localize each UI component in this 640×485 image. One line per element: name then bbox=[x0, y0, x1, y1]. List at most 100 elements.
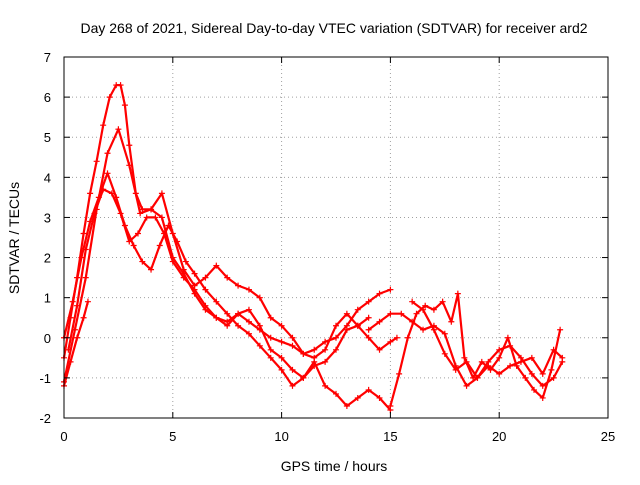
data-point bbox=[267, 346, 274, 353]
data-point bbox=[333, 334, 339, 341]
series-line bbox=[62, 84, 392, 412]
data-point bbox=[117, 82, 124, 89]
data-point bbox=[454, 290, 461, 297]
data-point bbox=[100, 122, 107, 129]
data-point bbox=[69, 298, 76, 305]
y-tick-label: 5 bbox=[44, 130, 51, 145]
data-point bbox=[441, 330, 448, 337]
series-line bbox=[389, 292, 562, 408]
x-tick-label: 20 bbox=[492, 429, 506, 444]
data-point bbox=[235, 322, 242, 329]
data-point bbox=[441, 350, 448, 357]
data-point bbox=[165, 222, 172, 229]
y-tick-label: 2 bbox=[44, 251, 51, 266]
data-point bbox=[156, 242, 163, 249]
data-point bbox=[224, 310, 231, 317]
data-point bbox=[311, 346, 318, 353]
data-point bbox=[387, 286, 394, 293]
y-tick-label: -2 bbox=[39, 411, 51, 426]
data-point bbox=[148, 206, 155, 213]
data-point bbox=[169, 258, 176, 265]
data-point bbox=[322, 338, 329, 345]
data-point bbox=[365, 334, 372, 341]
data-point bbox=[202, 302, 209, 309]
series-track-3 bbox=[65, 186, 394, 357]
data-point bbox=[245, 330, 252, 337]
data-point bbox=[311, 362, 318, 369]
data-point bbox=[531, 386, 538, 393]
data-point bbox=[289, 366, 296, 373]
data-point bbox=[132, 190, 139, 197]
data-point bbox=[67, 358, 74, 365]
data-point bbox=[267, 314, 274, 321]
data-point bbox=[202, 286, 209, 293]
data-point bbox=[376, 394, 383, 401]
data-point bbox=[387, 402, 394, 409]
data-point bbox=[496, 354, 503, 361]
series-track-7 bbox=[387, 290, 564, 409]
data-point bbox=[289, 382, 296, 389]
data-point bbox=[387, 310, 394, 317]
data-point bbox=[213, 262, 220, 269]
data-point bbox=[463, 358, 470, 365]
data-point bbox=[137, 210, 144, 217]
data-point bbox=[528, 370, 535, 377]
data-point bbox=[87, 190, 94, 197]
data-point bbox=[289, 342, 296, 349]
series-track-2 bbox=[61, 82, 394, 413]
data-point bbox=[174, 238, 181, 245]
data-point bbox=[420, 306, 427, 313]
chart-title: Day 268 of 2021, Sidereal Day-to-day VTE… bbox=[80, 20, 587, 36]
data-point bbox=[104, 170, 111, 177]
y-tick-label: 4 bbox=[44, 170, 51, 185]
data-point bbox=[182, 258, 189, 265]
series-track-4 bbox=[61, 170, 372, 389]
y-tick-label: -1 bbox=[39, 371, 51, 386]
data-point bbox=[256, 294, 263, 301]
data-point bbox=[550, 346, 557, 353]
data-point bbox=[548, 366, 555, 373]
data-point bbox=[278, 322, 285, 329]
data-point bbox=[448, 318, 455, 325]
data-point bbox=[559, 354, 566, 361]
data-point bbox=[396, 370, 403, 377]
data-point bbox=[376, 290, 383, 297]
data-point bbox=[235, 310, 242, 317]
plot-frame bbox=[63, 56, 609, 419]
data-point bbox=[256, 342, 263, 349]
x-tick-label: 5 bbox=[169, 429, 176, 444]
data-point bbox=[507, 362, 514, 369]
data-point bbox=[420, 326, 427, 333]
data-point bbox=[539, 394, 546, 401]
data-point bbox=[461, 354, 468, 361]
data-point bbox=[478, 358, 485, 365]
data-point bbox=[245, 286, 252, 293]
data-point bbox=[365, 386, 372, 393]
data-point bbox=[130, 242, 137, 249]
data-point bbox=[245, 318, 252, 325]
data-point bbox=[422, 302, 429, 309]
data-point bbox=[267, 354, 274, 361]
data-point bbox=[78, 254, 85, 261]
data-point bbox=[522, 374, 529, 381]
data-point bbox=[300, 374, 307, 381]
data-point bbox=[557, 326, 564, 333]
data-point bbox=[65, 346, 72, 353]
x-tick-label: 15 bbox=[383, 429, 397, 444]
data-point bbox=[463, 382, 470, 389]
data-point bbox=[121, 222, 128, 229]
y-axis-label: SDTVAR / TECUs bbox=[6, 182, 22, 294]
data-point bbox=[528, 354, 535, 361]
data-point bbox=[474, 374, 481, 381]
data-point bbox=[300, 350, 307, 357]
data-point bbox=[82, 274, 89, 281]
data-point bbox=[213, 298, 220, 305]
data-point bbox=[87, 218, 94, 225]
data-point bbox=[496, 370, 503, 377]
data-point bbox=[158, 190, 165, 197]
series-line bbox=[62, 128, 398, 383]
data-point bbox=[343, 310, 350, 317]
data-point bbox=[191, 270, 198, 277]
data-point bbox=[333, 390, 339, 397]
